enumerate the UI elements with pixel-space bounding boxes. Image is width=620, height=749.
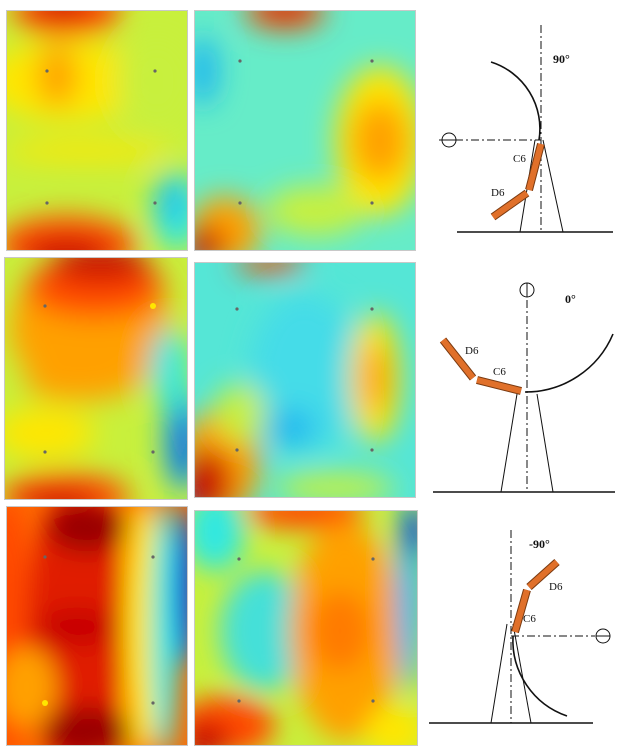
heatmap-row1-left bbox=[6, 10, 188, 251]
segment-label-c6: C6 bbox=[513, 153, 526, 165]
posture-diagram-row1: 90° C6 D6 bbox=[425, 10, 620, 250]
heatmap-row3-right bbox=[194, 510, 418, 746]
heatmap-row2-left bbox=[4, 257, 188, 500]
heatmap-row1-right bbox=[194, 10, 416, 251]
posture-diagram-row2: 0° C6 D6 bbox=[425, 270, 620, 498]
heatmap-row3-left bbox=[6, 506, 188, 746]
segment-label-c6: C6 bbox=[523, 613, 536, 625]
heatmap-row2-right bbox=[194, 262, 416, 498]
segment-label-d6: D6 bbox=[465, 345, 479, 357]
angle-label: -90° bbox=[529, 537, 550, 551]
angle-label: 90° bbox=[553, 52, 570, 66]
segment-label-d6: D6 bbox=[491, 187, 505, 199]
segment-label-d6: D6 bbox=[549, 581, 563, 593]
posture-diagram-row3: -90° C6 D6 bbox=[425, 520, 620, 746]
angle-label: 0° bbox=[565, 292, 576, 306]
segment-label-c6: C6 bbox=[493, 366, 506, 378]
